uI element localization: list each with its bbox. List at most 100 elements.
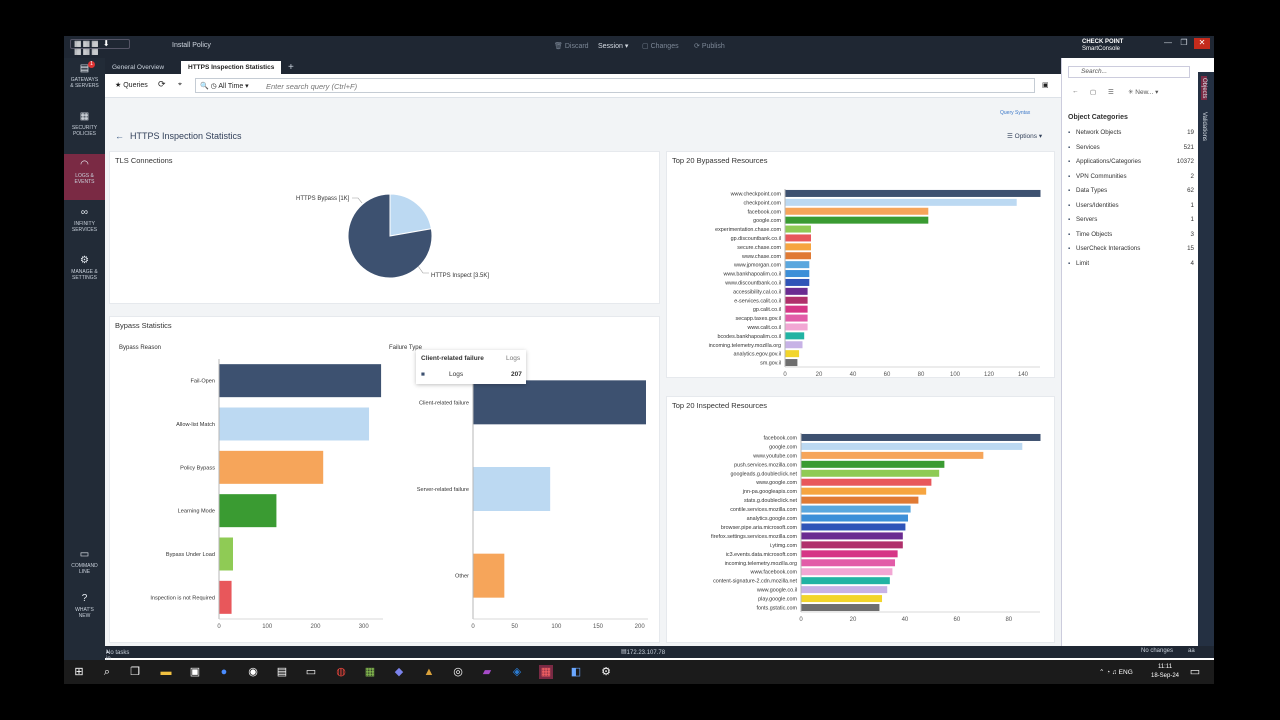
- tab-https-inspection-statistics[interactable]: HTTPS Inspection Statistics: [181, 61, 282, 74]
- brand-logo: CHECK POINT SmartConsole: [1082, 39, 1152, 55]
- app-icon[interactable]: ▣: [189, 666, 201, 678]
- app-icon[interactable]: ▲: [423, 666, 435, 678]
- chrome-icon[interactable]: ◍: [336, 666, 346, 678]
- smartconsole-taskbar-icon[interactable]: ▦: [539, 665, 553, 679]
- nav-logs-events[interactable]: ◠ LOGS & EVENTS: [64, 154, 105, 200]
- category-label: www.checkpoint.com: [730, 191, 782, 197]
- category-label: www.jpmorgan.com: [733, 263, 782, 269]
- outlook-icon[interactable]: ◈: [512, 666, 522, 678]
- clock[interactable]: 11:11 18-Sep-24: [1151, 663, 1179, 681]
- category-label: secure.chase.com: [737, 245, 781, 251]
- category-icon: ▪: [1068, 188, 1071, 194]
- category-count: 521: [1183, 143, 1194, 151]
- category-item[interactable]: ▪ Services 521: [1068, 144, 1194, 157]
- nav-gateways-servers[interactable]: ▤ 1 GATEWAYS & SERVERS: [64, 58, 105, 104]
- tick-label: 80: [1005, 617, 1012, 623]
- app-icon[interactable]: ◧: [570, 666, 582, 678]
- tray-icons[interactable]: ⌃ ◔ ♫: [1099, 669, 1119, 676]
- refresh-icon[interactable]: ⟳: [158, 79, 166, 89]
- category-count: 19: [1187, 129, 1194, 136]
- category-item[interactable]: ▪ UserCheck Interactions 15: [1068, 245, 1194, 258]
- category-icon: ▪: [1068, 231, 1071, 238]
- lock-icon[interactable]: ▢: [1090, 89, 1097, 96]
- publish-button[interactable]: ⟳ Publish: [694, 43, 725, 50]
- bar: [219, 450, 324, 484]
- app-icon[interactable]: ◉: [248, 666, 258, 678]
- nav-security-policies[interactable]: ▦ SECURITY POLICIES: [64, 106, 105, 152]
- app-icon[interactable]: ▦: [364, 666, 376, 678]
- nav-manage-settings[interactable]: ⚙ MANAGE & SETTINGS: [64, 250, 105, 296]
- bar: [801, 514, 909, 522]
- category-name: UserCheck Interactions: [1076, 245, 1141, 252]
- category-label: browser.pipe.aria.microsoft.com: [721, 525, 798, 531]
- close-button[interactable]: ✕: [1194, 38, 1210, 49]
- nav-command-line[interactable]: ▭ COMMAND LINE: [64, 544, 105, 590]
- export-icon[interactable]: ▣: [1042, 82, 1049, 89]
- category-item[interactable]: ▪ Servers 1: [1068, 216, 1194, 229]
- windows-start-icon[interactable]: ⊞: [74, 666, 84, 678]
- search-input[interactable]: [266, 81, 866, 91]
- settings-gear-icon[interactable]: ⚙: [601, 666, 611, 678]
- minimize-button[interactable]: —: [1164, 38, 1172, 47]
- validations-side-tab[interactable]: Validations: [1201, 112, 1207, 141]
- menu-logo[interactable]: ▦▦▦ ⬇ ▦▦▦: [70, 39, 130, 56]
- task-view-icon[interactable]: ❐: [130, 666, 140, 678]
- session-menu[interactable]: Session ▾: [598, 43, 629, 50]
- bypassed-chart: www.checkpoint.com checkpoint.com facebook…: [709, 189, 1041, 378]
- category-count: 15: [1187, 245, 1194, 252]
- terminal-icon[interactable]: ▭: [305, 666, 317, 678]
- app-icon[interactable]: ▤: [276, 666, 288, 678]
- onenote-icon[interactable]: ▰: [482, 666, 492, 678]
- time-range-dropdown[interactable]: 🔍 ◷ All Time ▾: [200, 83, 249, 90]
- language-indicator[interactable]: ENG: [1118, 669, 1133, 676]
- nav-whats-new[interactable]: ? WHAT'S NEW: [64, 588, 105, 634]
- list-view-icon[interactable]: ☰: [1108, 89, 1114, 96]
- changes-button[interactable]: ▢ Changes: [642, 43, 679, 50]
- category-label: experimentation.chase.com: [715, 227, 781, 233]
- category-item[interactable]: ▪ Time Objects 3: [1068, 231, 1194, 244]
- add-tab-button[interactable]: +: [288, 62, 294, 73]
- bar: [785, 287, 808, 295]
- options-menu[interactable]: ☰ Options ▾: [1007, 133, 1043, 140]
- page-title: ← HTTPS Inspection Statistics: [115, 131, 242, 141]
- category-item[interactable]: ▪ Applications/Categories 10372: [1068, 158, 1194, 171]
- bar: [801, 559, 896, 567]
- tab-general-overview[interactable]: General Overview: [112, 64, 165, 71]
- bar: [785, 270, 810, 278]
- nav-infinity-services[interactable]: ∞ INFINITY SERVICES: [64, 202, 105, 248]
- back-arrow-icon[interactable]: ←: [115, 131, 124, 141]
- tick-label: 50: [511, 624, 518, 630]
- category-item[interactable]: ▪ Users/Identities 1: [1068, 202, 1194, 215]
- bar: [785, 225, 811, 233]
- search-icon[interactable]: ⌕: [103, 666, 111, 678]
- database-icon[interactable]: ◎: [453, 666, 463, 678]
- objects-side-tab[interactable]: Objects: [1201, 76, 1207, 101]
- category-label: Other: [455, 574, 469, 580]
- file-explorer-icon[interactable]: ▬: [160, 666, 172, 678]
- install-policy-button[interactable]: Install Policy: [172, 42, 211, 49]
- clear-filter-icon[interactable]: ⌖: [178, 81, 182, 88]
- new-button[interactable]: ✳ New... ▾: [1128, 89, 1159, 96]
- teams-icon[interactable]: ◆: [394, 666, 404, 678]
- tooltip-col: Logs: [506, 355, 521, 362]
- category-item[interactable]: ▪ Limit 4: [1068, 260, 1194, 273]
- category-item[interactable]: ▪ VPN Communities 2: [1068, 173, 1194, 186]
- zoom-icon[interactable]: ●: [220, 666, 228, 678]
- query-syntax-link[interactable]: Query Syntax: [1000, 110, 1031, 116]
- category-icon: ▪: [1068, 202, 1071, 209]
- maximize-button[interactable]: ❐: [1180, 38, 1188, 47]
- category-item[interactable]: ▪ Network Objects 19: [1068, 129, 1194, 142]
- nav-label: POLICIES: [72, 131, 97, 137]
- objects-search[interactable]: Search...: [1068, 66, 1190, 78]
- category-item[interactable]: ▪ Data Types 62: [1068, 187, 1194, 200]
- notifications-icon[interactable]: ▭: [1189, 666, 1201, 678]
- bar: [785, 359, 798, 367]
- logs-icon: ◠: [80, 159, 89, 170]
- nav-label: SETTINGS: [71, 275, 97, 281]
- bar: [785, 332, 805, 340]
- tasks-status[interactable]: No tasks in progress ▴: [106, 648, 129, 668]
- back-icon[interactable]: ←: [1072, 88, 1079, 95]
- discard-button[interactable]: 🗑 Discard: [554, 43, 589, 50]
- objects-panel: Search... ← ▢ ☰ ✳ New... ▾ Object Catego…: [1061, 58, 1214, 646]
- queries-button[interactable]: ★ Queries: [115, 82, 148, 89]
